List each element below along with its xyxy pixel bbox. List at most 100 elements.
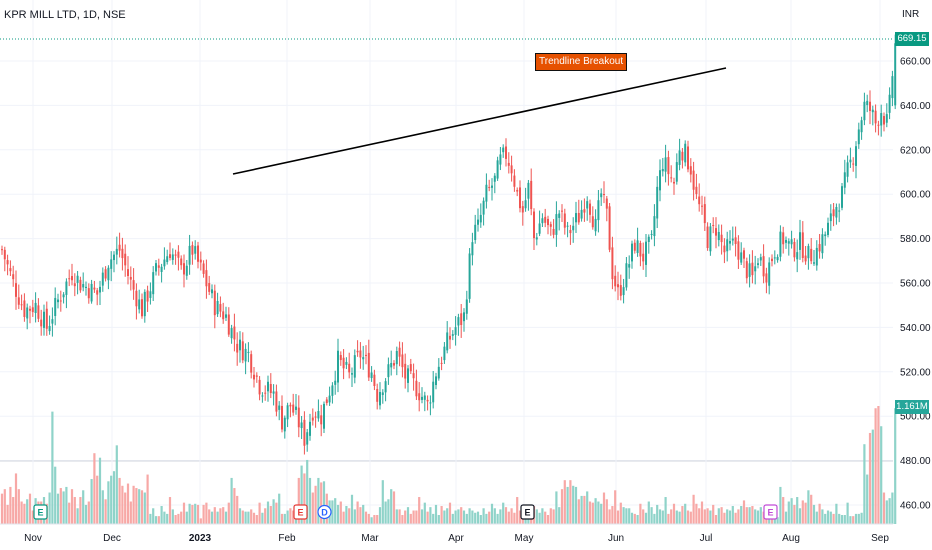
volume-bar [272,499,275,524]
candle-body [96,290,99,295]
candle-body [26,307,29,319]
candle-body [801,232,804,258]
candle-body [3,249,6,260]
volume-bar [885,500,888,524]
candle-body [743,250,745,259]
volume-bar [353,509,356,524]
volume-bar [415,510,418,524]
volume-bar [653,513,656,524]
candle-body [311,417,314,421]
volume-bar [216,511,219,524]
volume-bar [558,507,561,524]
volume-bar [132,485,135,524]
volume-bar [846,502,849,524]
volume-bar [244,511,247,524]
volume-bar [706,508,709,524]
event-marker-shape [293,504,308,520]
volume-bar [647,501,650,524]
volume-bar [188,503,191,524]
event-marker[interactable]: E [293,504,308,520]
candle-body [426,399,429,402]
candle-body [244,348,247,362]
volume-bar [404,510,407,524]
volume-bar [348,508,351,524]
candle-body [398,347,401,357]
event-marker[interactable]: E [763,504,778,520]
volume-bar [661,510,664,524]
volume-bar [866,474,869,524]
candle-body [43,311,45,328]
y-tick-label: 520.00 [900,367,931,378]
volume-bar [3,489,6,524]
candle-body [502,147,505,153]
volume-bar [843,515,846,524]
x-axis[interactable]: Nov Dec 2023 Feb Mar Apr May Jun Jul Aug Sep [24,533,889,544]
candle-body [580,209,583,219]
candle-body [320,415,323,425]
volume-bar [745,507,748,524]
event-marker-shape [33,504,48,520]
volume-bar [440,506,443,524]
candle-body [334,380,337,385]
volume-bar [854,513,858,524]
candle-body [745,261,748,279]
candle-body [516,189,519,192]
volume-bar [742,500,746,524]
volume-bar [670,509,673,524]
candle-body [87,288,90,299]
trendline[interactable] [232,67,727,175]
candle-body [331,385,334,396]
volume-bar [205,502,208,524]
candle-body [871,109,874,113]
volume-bar [300,465,303,524]
candle-body [90,283,93,302]
event-marker[interactable]: E [33,504,48,520]
candle-body [603,194,605,196]
volume-bar [686,510,690,524]
candle-body [773,257,776,259]
candle-body [127,269,129,277]
candle-body [667,157,670,175]
volume-bar [199,518,202,524]
event-marker[interactable]: E [520,504,535,520]
volume-bar [443,510,446,524]
candle-body [51,319,54,324]
volume-bar [636,515,639,524]
candle-body [395,350,398,365]
volume-bar [163,511,166,524]
candle-body [367,352,370,378]
candle-body [552,228,555,235]
y-axis[interactable]: 460.00 480.00 500.00 520.00 540.00 560.00 580.… [900,57,931,512]
candle-body [314,416,317,418]
candle-body [135,290,138,307]
candlesticks [1,34,897,455]
volume-bar [317,477,320,524]
x-tick-label: Feb [278,533,296,544]
candle-body [449,335,451,340]
trendline-breakout-label[interactable]: Trendline Breakout [535,53,628,71]
candle-body [841,186,843,208]
candle-body [664,157,667,172]
candle-body [171,254,174,260]
volume-bar [871,429,874,524]
volume-bar [700,501,704,524]
candle-body [373,374,376,387]
candle-body [451,334,454,336]
volume-bar [266,501,270,524]
volume-bar [233,488,236,524]
volume-bar [168,497,172,524]
volume-bar [832,513,835,524]
candle-body [591,216,594,228]
volume-bar [126,483,130,524]
candle-body [597,200,600,221]
candle-body [712,224,715,226]
volume-bar [580,495,583,524]
candle-body [59,300,62,302]
candle-body [157,265,160,268]
event-marker[interactable]: D [317,504,332,520]
volume-bar [17,489,20,524]
candle-body [622,287,625,296]
candle-body [726,239,729,252]
